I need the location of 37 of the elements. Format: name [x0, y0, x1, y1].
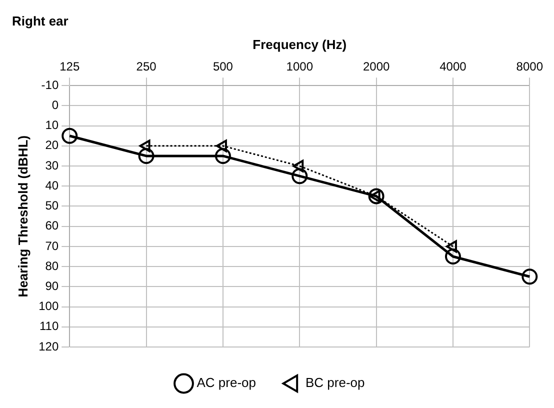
- y-tick-label: 50: [45, 198, 59, 213]
- x-tick-label: 125: [60, 60, 80, 74]
- y-tick-label: 120: [38, 339, 59, 354]
- point: [292, 168, 308, 184]
- point: [139, 140, 150, 152]
- x-axis-title: Frequency (Hz): [252, 36, 347, 52]
- point: [444, 248, 461, 265]
- y-tick-label: 60: [45, 218, 59, 233]
- y-tick-label: 70: [45, 238, 59, 253]
- x-tick-label: 250: [136, 60, 157, 74]
- x-tick-label: 2000: [362, 60, 390, 74]
- y-tick-label: 40: [45, 178, 59, 192]
- point: [214, 148, 231, 164]
- x-tick-label: 500: [212, 60, 234, 74]
- legend-label: BC pre-op: [306, 375, 365, 390]
- y-tick-label: 0: [52, 98, 59, 112]
- point: [216, 140, 227, 152]
- x-tick-label: 8000: [516, 60, 544, 74]
- y-tick-label: 110: [39, 319, 59, 334]
- point: [446, 240, 457, 253]
- point: [522, 268, 538, 285]
- y-tick-label: -10: [41, 78, 59, 92]
- legend-label: AC pre-op: [196, 375, 256, 390]
- x-tick-label: 1000: [286, 60, 314, 74]
- chart-title: Right ear: [12, 13, 68, 28]
- y-axis-title: Hearing Threshold (dBHL): [15, 135, 30, 298]
- y-tick-label: 80: [45, 258, 59, 273]
- y-tick-label: 90: [45, 278, 59, 293]
- y-tick-label: 30: [45, 158, 59, 172]
- x-tick-label: 4000: [440, 60, 467, 74]
- y-tick-label: 20: [45, 138, 59, 152]
- y-tick-label: 10: [45, 118, 59, 132]
- point: [292, 160, 304, 172]
- point: [368, 188, 384, 204]
- y-tick-label: 100: [38, 299, 59, 314]
- point: [62, 128, 78, 144]
- point: [138, 148, 154, 164]
